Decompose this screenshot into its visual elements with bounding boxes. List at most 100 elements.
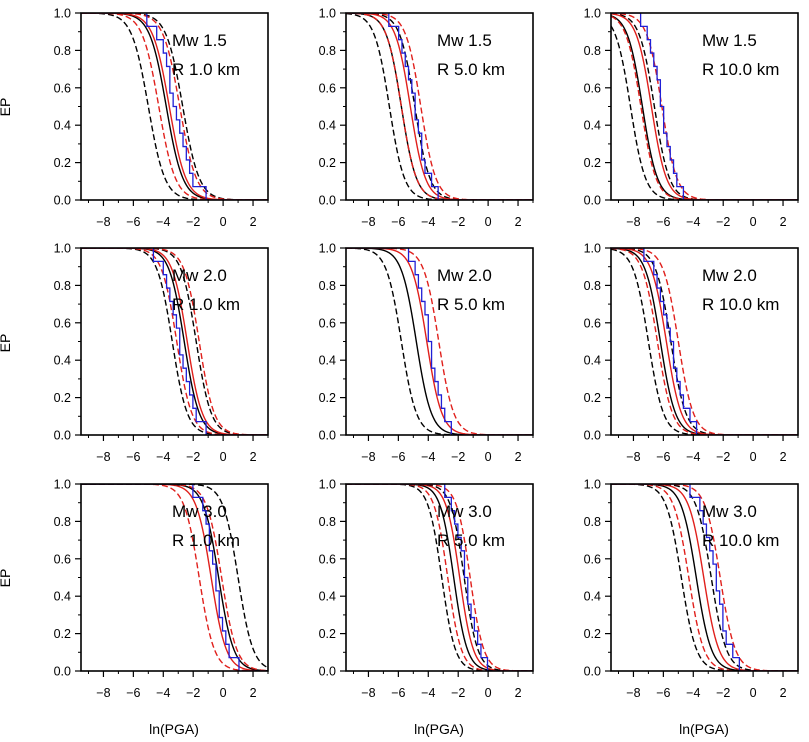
distance-label: R 10.0 km [702,60,779,79]
x-tick-label: 0 [750,686,757,700]
x-tick-label: −2 [716,450,730,464]
series-blue-empirical [346,484,533,671]
x-tick-label: −4 [156,450,170,464]
x-tick-label: −8 [96,450,110,464]
x-tick-label: −6 [656,450,670,464]
y-tick-label: 0.6 [319,81,336,95]
y-tick-label: 0.4 [584,354,601,368]
x-axis-title-col-1: ln(PGA) [149,721,199,737]
panel-1: 0.0 0.2 0.4 0.6 0.8 1.0 −8 −6 −4 −2 0 2 Mw 1.5 R 1.0 … [54,7,269,229]
y-axis-titles: EP EP EP [0,98,13,588]
y-tick-label: 1.0 [584,242,601,256]
series-black-dashed-left [81,13,268,200]
x-tick-label: −4 [421,450,435,464]
x-tick-label: −6 [391,686,405,700]
y-tick-label: 0.4 [54,354,71,368]
series-red-solid [81,484,268,671]
y-tick-label: 0.0 [319,429,336,443]
y-tick-label: 0.0 [54,665,71,679]
x-tick-label: 0 [220,450,227,464]
distance-label: R 1.0 km [172,295,240,314]
y-tick-label: 0.6 [584,316,601,330]
x-tick-label: −4 [156,686,170,700]
y-tick-label: 0.4 [584,119,601,133]
x-tick-label: 0 [485,450,492,464]
x-tick-label: −8 [96,215,110,229]
x-tick-label: 2 [250,686,257,700]
series-blue-empirical [611,248,798,435]
y-tick-label: 0.2 [319,391,336,405]
x-tick-label: 2 [780,450,787,464]
y-tick-label: 1.0 [54,7,71,21]
x-tick-label: −8 [626,450,640,464]
series-black-solid [346,248,533,435]
y-tick-label: 0.2 [584,627,601,641]
x-tick-label: 2 [250,450,257,464]
series-red-dashed-right [346,484,533,671]
y-tick-label: 0.2 [54,391,71,405]
series-blue-empirical [81,248,268,435]
y-tick-label: 0.2 [319,627,336,641]
x-tick-label: 2 [780,215,787,229]
series-blue-empirical [81,13,268,200]
panel-7: 0.0 0.2 0.4 0.6 0.8 1.0 −8 −6 −4 −2 0 2 Mw 3.0 R 1.0 … [54,478,269,700]
x-tick-label: −4 [686,215,700,229]
y-tick-label: 1.0 [584,478,601,492]
x-tick-label: −6 [126,215,140,229]
series-blue-empirical [611,13,798,200]
y-tick-label: 0.8 [319,515,336,529]
magnitude-label: Mw 2.0 [172,266,227,285]
x-tick-label: −4 [421,686,435,700]
y-tick-label: 0.4 [584,590,601,604]
x-tick-label: 2 [780,686,787,700]
magnitude-label: Mw 1.5 [437,31,492,50]
x-tick-label: 0 [220,686,227,700]
x-tick-label: 0 [485,686,492,700]
magnitude-label: Mw 1.5 [702,31,757,50]
y-tick-label: 0.8 [54,279,71,293]
x-tick-label: −4 [156,215,170,229]
series-blue-empirical [346,248,533,435]
x-tick-label: −6 [656,686,670,700]
x-tick-label: −6 [391,215,405,229]
magnitude-label: Mw 3.0 [437,502,492,521]
x-tick-label: 0 [485,215,492,229]
x-tick-label: −6 [126,686,140,700]
x-tick-label: 2 [250,215,257,229]
x-tick-label: −8 [626,215,640,229]
panel-5: 0.0 0.2 0.4 0.6 0.8 1.0 −8 −6 −4 −2 0 2 Mw 2.0 R 5.0 … [319,242,534,464]
x-tick-label: −2 [186,215,200,229]
y-tick-label: 0.0 [54,194,71,208]
y-tick-label: 0.8 [584,515,601,529]
y-axis-title-row-3: EP [0,569,13,588]
series-red-dashed-right [611,248,798,435]
y-tick-label: 0.0 [319,194,336,208]
y-tick-label: 0.6 [584,552,601,566]
y-tick-label: 0.6 [584,81,601,95]
series-black-dashed-right [346,484,533,671]
y-tick-label: 1.0 [584,7,601,21]
panel-2: 0.0 0.2 0.4 0.6 0.8 1.0 −8 −6 −4 −2 0 2 Mw 1.5 R 5.0 … [319,7,534,229]
distance-label: R 1.0 km [172,60,240,79]
x-axis-title-col-2: ln(PGA) [414,721,464,737]
x-tick-label: −8 [96,686,110,700]
x-tick-label: −2 [451,686,465,700]
y-tick-label: 1.0 [319,478,336,492]
y-tick-label: 0.8 [319,44,336,58]
series-black-dashed-left [346,248,533,435]
series-red-dashed-left [346,13,533,200]
x-tick-label: 0 [750,215,757,229]
series-red-dashed-left [81,484,268,671]
y-tick-label: 0.4 [54,590,71,604]
x-tick-label: −6 [126,450,140,464]
y-tick-label: 0.4 [319,354,336,368]
y-tick-label: 0.8 [54,515,71,529]
panel-grid: 0.0 0.2 0.4 0.6 0.8 1.0 −8 −6 −4 −2 0 2 Mw 1.5 R 1.0 … [54,7,799,700]
x-tick-label: 0 [220,215,227,229]
series-black-dashed-right [611,248,798,435]
y-tick-label: 0.2 [584,391,601,405]
y-tick-label: 1.0 [54,478,71,492]
y-tick-label: 0.6 [319,316,336,330]
y-tick-label: 0.0 [584,429,601,443]
y-axis-title-row-2: EP [0,334,13,353]
